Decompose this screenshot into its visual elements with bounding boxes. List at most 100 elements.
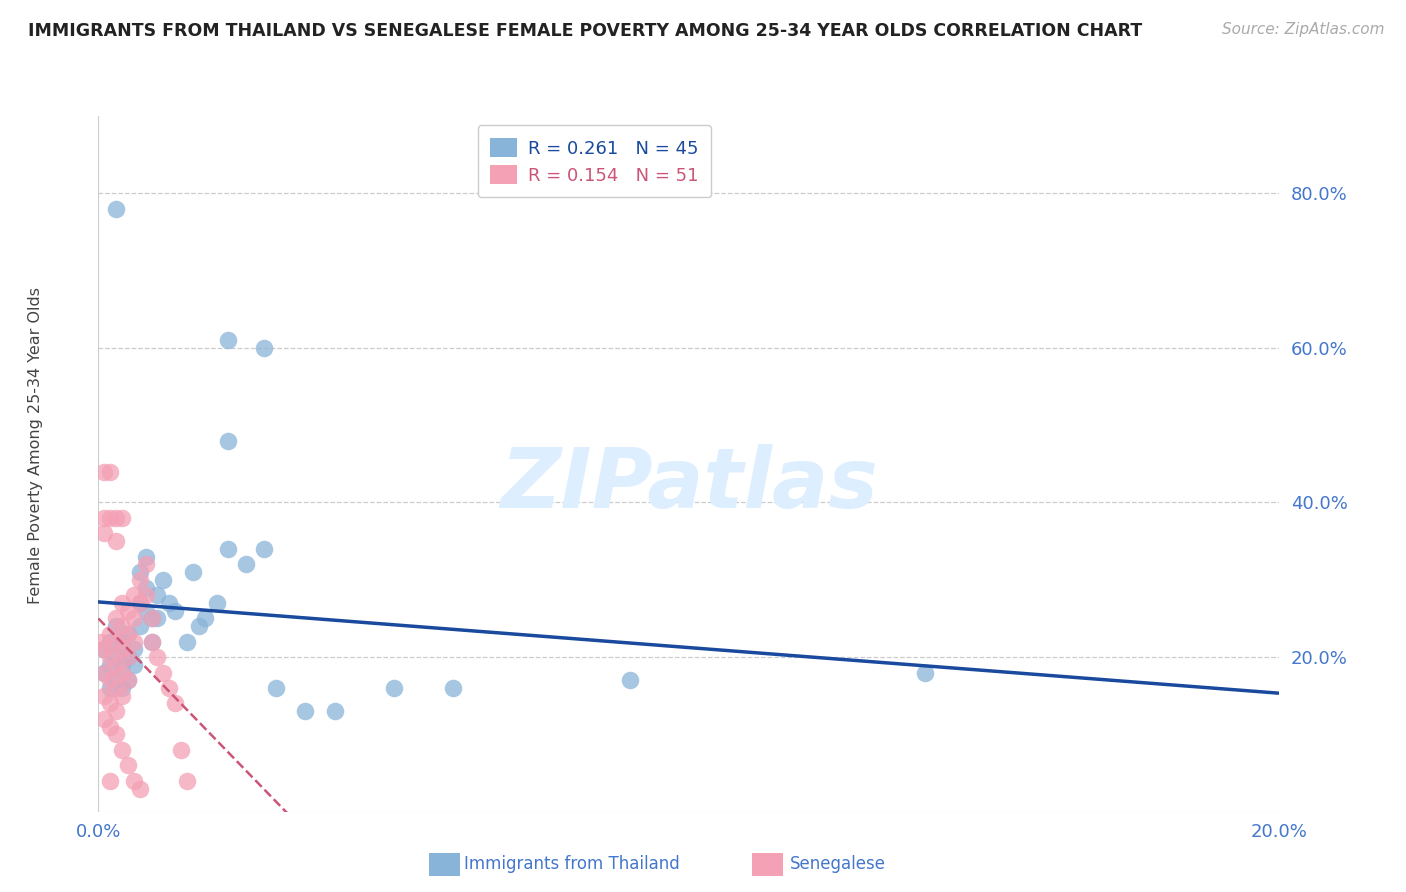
Point [98, 673, 121, 688]
Point [93, 511, 115, 525]
Point [165, 604, 187, 618]
Point [117, 604, 139, 618]
Point [93, 642, 115, 657]
Point [105, 650, 128, 665]
Point [98, 511, 121, 525]
Point [98, 697, 121, 711]
Point [98, 681, 121, 695]
Point [135, 558, 157, 572]
Point [105, 704, 128, 718]
Point [98, 650, 121, 665]
Point [122, 588, 145, 602]
Point [619, 673, 641, 688]
Point [157, 596, 180, 610]
Point [187, 619, 209, 633]
Point [217, 541, 239, 556]
Point [253, 541, 276, 556]
Point [98, 773, 121, 788]
Point [93, 526, 115, 541]
Point [117, 758, 139, 772]
Point [141, 634, 163, 648]
Point [235, 558, 257, 572]
Text: IMMIGRANTS FROM THAILAND VS SENEGALESE FEMALE POVERTY AMONG 25-34 YEAR OLDS CORR: IMMIGRANTS FROM THAILAND VS SENEGALESE F… [28, 22, 1142, 40]
Point [111, 657, 134, 672]
Point [122, 642, 145, 657]
Point [93, 712, 115, 726]
Point [111, 511, 134, 525]
Point [105, 202, 128, 216]
Point [105, 534, 128, 549]
Point [135, 604, 157, 618]
Point [111, 665, 134, 680]
Point [205, 596, 228, 610]
Point [111, 681, 134, 695]
Point [382, 681, 405, 695]
Point [217, 434, 239, 448]
Point [176, 773, 198, 788]
Point [111, 596, 134, 610]
Point [170, 743, 193, 757]
Point [98, 627, 121, 641]
Point [117, 673, 139, 688]
Point [146, 650, 169, 665]
Text: Senegalese: Senegalese [790, 855, 886, 873]
Point [135, 581, 157, 595]
Point [122, 634, 145, 648]
Point [117, 650, 139, 665]
Point [264, 681, 287, 695]
Point [146, 588, 169, 602]
Point [135, 549, 157, 564]
Point [93, 465, 115, 479]
Point [105, 634, 128, 648]
Point [152, 665, 174, 680]
Point [111, 634, 134, 648]
Point [117, 650, 139, 665]
Point [294, 704, 316, 718]
Point [128, 573, 150, 587]
Point [141, 634, 163, 648]
Point [152, 573, 174, 587]
Point [117, 627, 139, 641]
Point [98, 657, 121, 672]
Point [122, 773, 145, 788]
Point [105, 681, 128, 695]
Point [128, 619, 150, 633]
Point [141, 611, 163, 625]
Point [93, 665, 115, 680]
Text: Immigrants from Thailand: Immigrants from Thailand [464, 855, 679, 873]
Point [98, 720, 121, 734]
Point [93, 665, 115, 680]
Point [914, 665, 936, 680]
Text: Female Poverty Among 25-34 Year Olds: Female Poverty Among 25-34 Year Olds [28, 287, 42, 605]
Point [135, 588, 157, 602]
Point [441, 681, 464, 695]
Text: Source: ZipAtlas.com: Source: ZipAtlas.com [1222, 22, 1385, 37]
Point [157, 681, 180, 695]
Point [111, 619, 134, 633]
Point [165, 697, 187, 711]
Point [128, 596, 150, 610]
Point [93, 642, 115, 657]
Point [128, 596, 150, 610]
Point [323, 704, 346, 718]
Point [117, 673, 139, 688]
Text: ZIPatlas: ZIPatlas [501, 444, 877, 525]
Point [194, 611, 217, 625]
Point [111, 689, 134, 703]
Point [128, 781, 150, 796]
Point [128, 565, 150, 579]
Point [141, 611, 163, 625]
Point [122, 657, 145, 672]
Point [105, 657, 128, 672]
Point [111, 642, 134, 657]
Point [105, 727, 128, 741]
Point [146, 611, 169, 625]
Point [98, 465, 121, 479]
Point [98, 634, 121, 648]
Point [176, 634, 198, 648]
Point [105, 611, 128, 625]
Point [111, 743, 134, 757]
Point [105, 673, 128, 688]
Point [253, 341, 276, 355]
Legend: R = 0.261   N = 45, R = 0.154   N = 51: R = 0.261 N = 45, R = 0.154 N = 51 [478, 125, 711, 197]
